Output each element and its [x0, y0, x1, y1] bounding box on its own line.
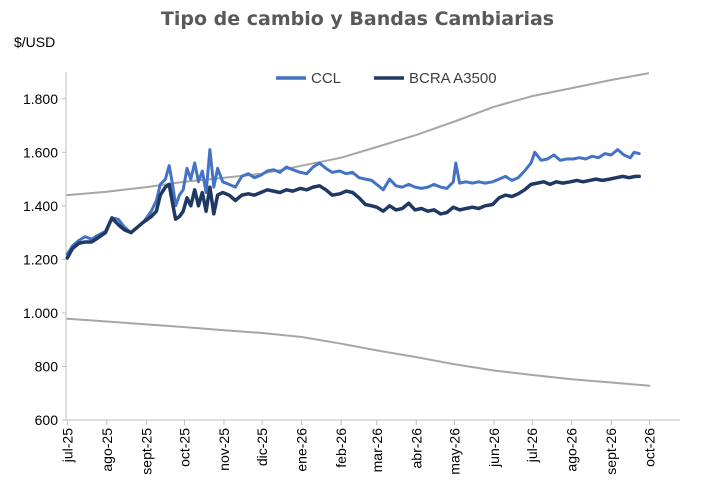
legend-label: BCRA A3500: [409, 70, 497, 87]
x-tick-label: jul-26: [524, 428, 540, 463]
x-tick-label: oct-25: [176, 428, 192, 467]
x-tick-label: ene-26: [294, 428, 310, 472]
series-line-band-3: [66, 317, 651, 387]
series-line-band-2: [66, 72, 650, 197]
y-tick-label: 1.200: [23, 251, 58, 267]
x-tick-label: feb-26: [333, 428, 349, 468]
x-tick-label: may-26: [447, 428, 463, 475]
x-tick-label: dic-25: [254, 428, 270, 466]
x-tick-label: sept-25: [138, 428, 154, 475]
series-line-bcra-a3500: [65, 174, 641, 260]
y-tick-label: 1.400: [23, 198, 58, 214]
chart-title: Tipo de cambio y Bandas Cambiarias: [160, 8, 555, 30]
x-tick-label: mar-26: [369, 428, 385, 473]
y-tick-label: 800: [35, 358, 59, 374]
x-tick-label: nov-25: [216, 428, 232, 471]
y-axis-unit-label: $/USD: [14, 34, 56, 50]
x-tick-label: jun-26: [486, 428, 502, 468]
x-tick-label: ago-26: [564, 428, 580, 472]
x-tick-label: ago-25: [99, 428, 115, 472]
y-tick-label: 600: [35, 412, 59, 428]
series-line-ccl: [65, 148, 641, 256]
y-tick-label: 1.800: [23, 91, 58, 107]
x-tick-label: sept-26: [603, 428, 619, 475]
x-tick-label: jul-25: [59, 428, 75, 463]
x-tick-label: abr-26: [408, 428, 424, 469]
legend-label: CCL: [311, 70, 341, 87]
x-tick-label: oct-26: [641, 428, 657, 467]
y-tick-label: 1.000: [23, 305, 58, 321]
y-tick-label: 1.600: [23, 144, 58, 160]
